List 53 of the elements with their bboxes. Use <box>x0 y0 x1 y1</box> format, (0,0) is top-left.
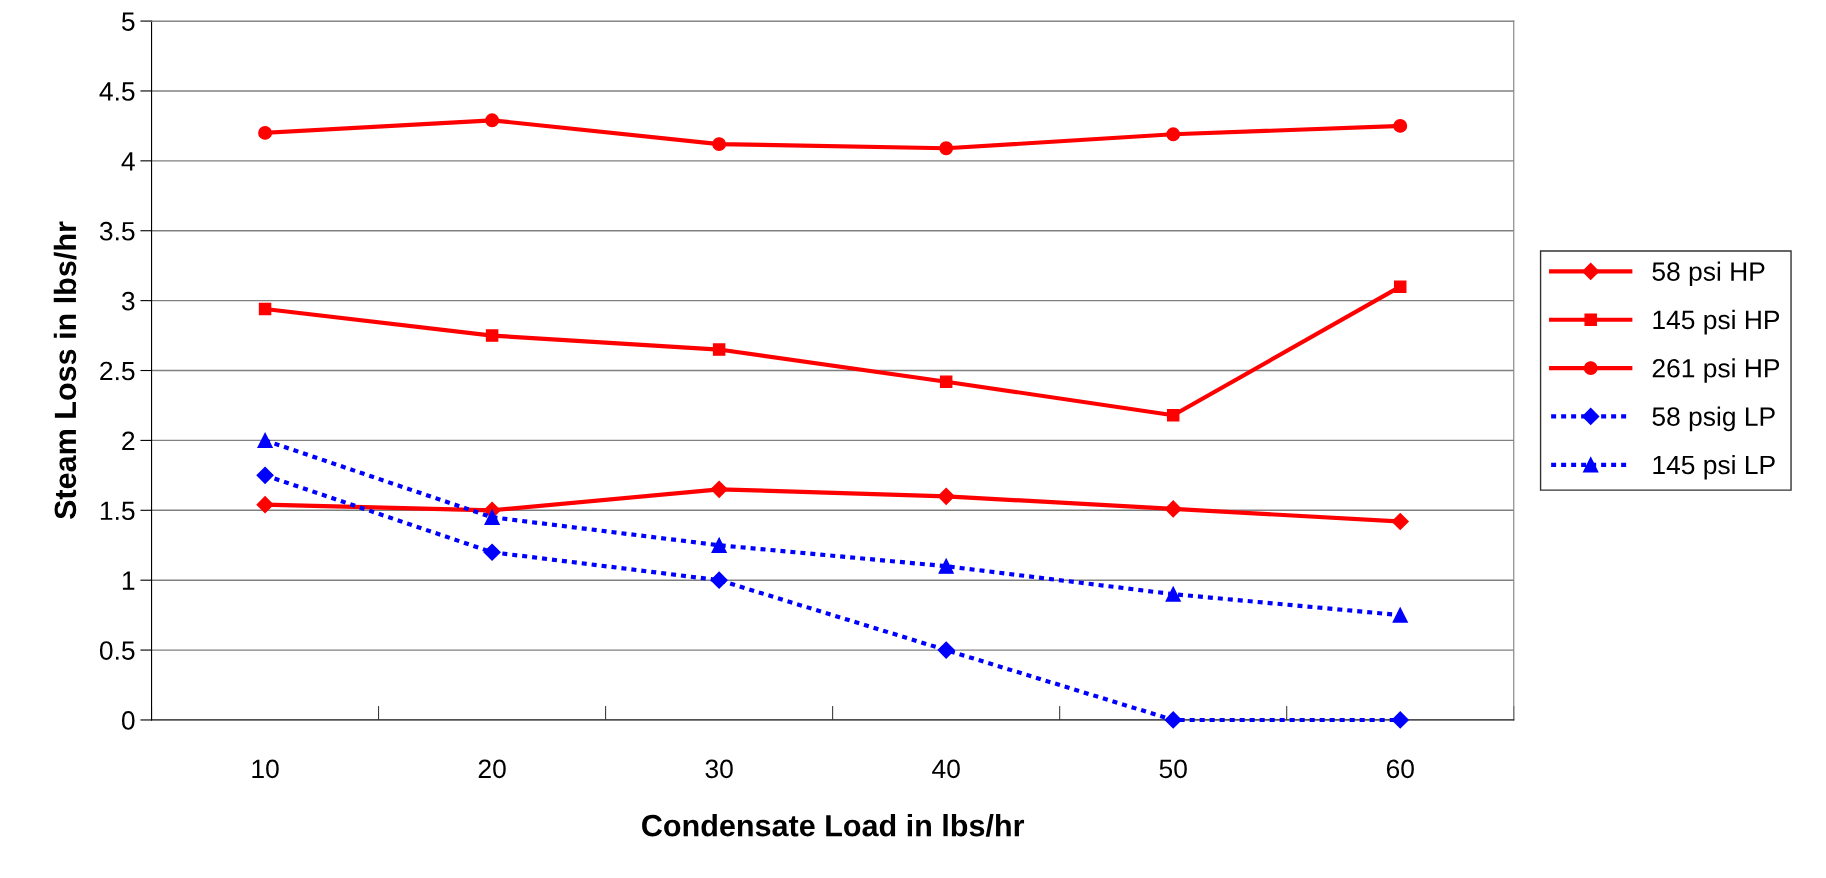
point <box>483 543 501 561</box>
point <box>711 537 727 553</box>
point <box>938 558 954 574</box>
y-tick-label: 0.5 <box>99 641 135 660</box>
point <box>939 141 954 156</box>
point <box>1391 711 1409 729</box>
point <box>1164 500 1182 518</box>
x-tick-label: 10 <box>252 759 279 779</box>
point <box>1392 607 1408 623</box>
point <box>256 496 274 514</box>
y-tick-label: 2.5 <box>100 361 135 381</box>
point <box>256 466 274 484</box>
y-tick-label: 5 <box>121 12 135 31</box>
legend-label: 58 psig LP <box>1652 406 1775 432</box>
point <box>712 137 727 152</box>
point <box>485 113 500 128</box>
point <box>1164 711 1182 729</box>
point <box>937 641 955 659</box>
point <box>1165 586 1181 602</box>
point <box>257 432 273 449</box>
x-axis-title: Condensate Load in lbs/hr <box>642 814 1025 837</box>
point <box>258 302 272 316</box>
point <box>1391 512 1409 531</box>
point <box>1393 118 1408 133</box>
y-tick-label: 4.5 <box>99 82 135 101</box>
x-tick-label: 30 <box>705 759 733 779</box>
y-tick-label: 1 <box>122 571 135 590</box>
x-tick-label: 50 <box>1159 759 1187 779</box>
point <box>712 343 726 356</box>
x-tick-label: 40 <box>932 759 960 779</box>
legend-label: 145 psi HP <box>1653 309 1780 335</box>
x-tick-label: 60 <box>1386 759 1414 779</box>
x-tick-label: 20 <box>478 759 506 779</box>
legend-label: 58 psi HP <box>1652 261 1765 287</box>
point <box>937 487 955 505</box>
point <box>1166 408 1180 422</box>
legend-label: 145 psi LP <box>1653 454 1775 480</box>
y-axis-title: Steam Loss in lbs/hr <box>53 221 77 520</box>
point <box>484 509 500 525</box>
y-tick-label: 1.5 <box>100 501 135 521</box>
point <box>710 571 728 589</box>
y-tick-label: 0 <box>121 711 135 730</box>
point <box>710 480 728 498</box>
legend-label: 261 psi HP <box>1652 358 1780 383</box>
y-tick-label: 2 <box>122 431 135 450</box>
point <box>1166 127 1181 142</box>
point <box>939 375 953 388</box>
point <box>485 329 499 342</box>
point <box>258 125 273 140</box>
y-tick-label: 3 <box>121 291 135 311</box>
y-tick-label: 3.5 <box>99 221 135 241</box>
point <box>1393 280 1407 293</box>
y-tick-label: 4 <box>121 152 135 171</box>
